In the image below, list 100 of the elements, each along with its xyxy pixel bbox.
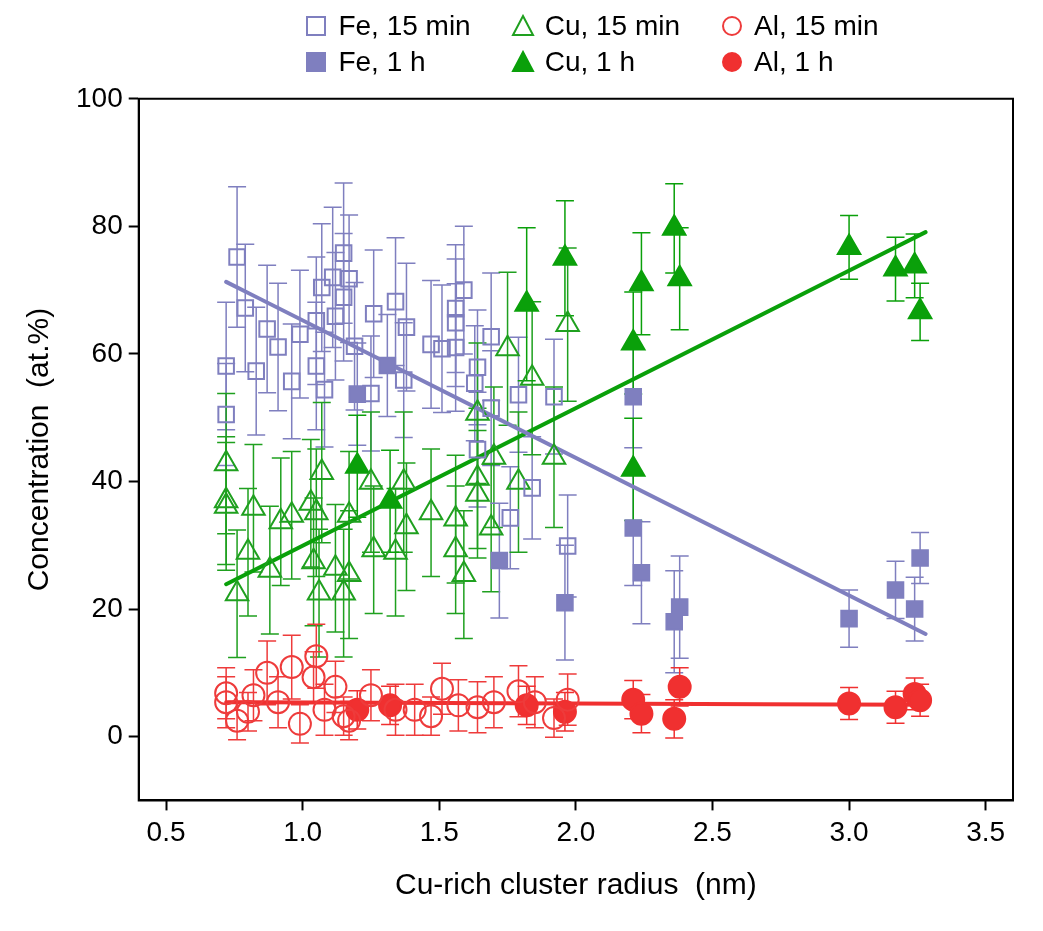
point <box>266 690 291 715</box>
point <box>331 704 356 729</box>
y-axis-title: Concentration (at.%) <box>21 307 55 592</box>
x-tick-label: 3.0 <box>829 815 869 847</box>
point <box>667 674 692 699</box>
point <box>241 683 266 708</box>
point <box>334 288 353 306</box>
point <box>217 405 235 424</box>
point <box>905 600 924 618</box>
point <box>632 563 651 582</box>
point <box>555 687 580 712</box>
point <box>301 665 326 690</box>
point <box>214 681 239 706</box>
point <box>258 320 276 338</box>
point <box>340 269 358 288</box>
legend-label: Cu, 15 min <box>544 10 681 42</box>
point <box>558 537 577 555</box>
y-tick-label: 0 <box>107 719 123 751</box>
point <box>468 358 487 377</box>
point <box>482 327 500 346</box>
point <box>911 549 929 567</box>
point <box>378 356 397 375</box>
x-tick-label: 3.5 <box>966 815 1006 847</box>
point <box>362 384 380 403</box>
point <box>482 399 500 417</box>
x-tick-label: 1.5 <box>419 815 459 847</box>
y-tick-label: 100 <box>76 81 123 113</box>
point <box>490 551 509 570</box>
point <box>446 299 465 318</box>
point <box>402 697 427 722</box>
point <box>501 509 520 527</box>
point <box>465 695 490 720</box>
point <box>665 613 683 631</box>
point <box>326 307 345 326</box>
point <box>624 387 643 406</box>
y-tick-label: 20 <box>91 591 123 623</box>
point <box>312 278 331 297</box>
point <box>662 706 687 731</box>
point <box>509 385 528 404</box>
legend-label: Al, 1 h <box>754 46 834 78</box>
point <box>394 371 413 389</box>
point <box>383 697 408 722</box>
point <box>446 693 471 718</box>
x-tick-label: 2.5 <box>693 815 732 847</box>
point <box>422 335 440 354</box>
point <box>358 683 383 708</box>
point <box>255 660 280 685</box>
point <box>386 292 405 311</box>
point <box>419 704 444 729</box>
point <box>481 690 506 715</box>
point <box>217 357 235 375</box>
point <box>337 708 362 733</box>
y-tick-label: 40 <box>91 464 123 496</box>
y-tick-label: 80 <box>91 209 123 241</box>
point <box>345 337 364 356</box>
point <box>840 609 858 628</box>
point <box>282 372 301 391</box>
y-tick-label: 60 <box>91 336 123 368</box>
point <box>446 313 465 332</box>
point <box>624 519 643 537</box>
point <box>886 581 905 599</box>
point <box>468 440 487 459</box>
legend-label: Fe, 1 h <box>338 46 426 78</box>
point <box>291 325 309 343</box>
point <box>279 655 304 680</box>
point <box>312 697 337 722</box>
point <box>236 299 255 317</box>
point <box>247 362 265 380</box>
point <box>364 304 383 323</box>
point <box>225 708 250 733</box>
point <box>883 695 908 720</box>
point <box>837 691 862 716</box>
point <box>506 679 531 704</box>
point <box>446 338 465 357</box>
point <box>323 268 342 287</box>
point <box>455 281 473 299</box>
x-tick-label: 2.0 <box>556 815 596 847</box>
point <box>522 690 547 715</box>
point <box>228 248 246 266</box>
point <box>556 593 574 612</box>
point <box>269 338 287 356</box>
point <box>236 699 260 724</box>
point <box>287 711 312 736</box>
point <box>429 676 454 701</box>
point <box>433 340 451 358</box>
legend-label: Cu, 1 h <box>544 46 635 78</box>
point <box>307 357 326 375</box>
point <box>304 644 329 669</box>
point <box>465 374 484 393</box>
point <box>315 380 334 399</box>
point <box>307 311 326 330</box>
point <box>323 674 348 699</box>
point <box>670 598 689 616</box>
point <box>523 479 541 497</box>
point <box>397 318 416 336</box>
legend-label: Al, 15 min <box>754 10 879 42</box>
x-axis-title: Cu-rich cluster radius (nm) <box>394 867 757 901</box>
legend-label: Fe, 15 min <box>338 10 471 42</box>
x-tick-label: 0.5 <box>146 815 186 847</box>
point <box>542 706 566 731</box>
